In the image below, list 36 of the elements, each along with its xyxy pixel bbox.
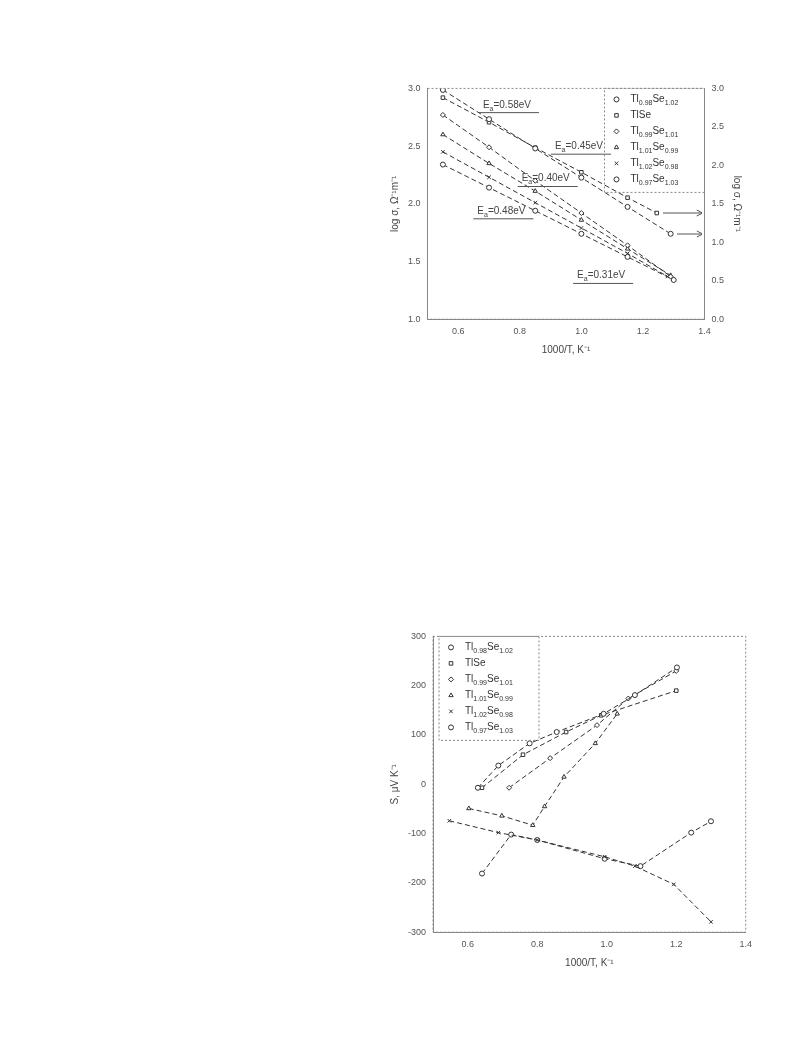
y2-tick-label: 2.0 (711, 159, 724, 170)
y-axis-title: S, μV K⁻¹ (388, 763, 400, 805)
x-tick-label: 1.4 (739, 939, 752, 950)
x-axis-title: 1000/T, K⁻¹ (565, 956, 615, 968)
y2-axis-title: log σ, Ω⁻¹m⁻¹ (732, 175, 744, 233)
y2-tick-label: 3.0 (711, 82, 724, 93)
y-tick-label: 200 (410, 680, 427, 691)
y-tick-label: 1.0 (408, 313, 421, 324)
x-tick-label: 1.2 (669, 939, 683, 950)
x-tick-label: 0.6 (452, 326, 465, 337)
y-tick-label: 100 (410, 729, 427, 740)
x-tick-label: 1.0 (600, 939, 614, 950)
y2-tick-label: 2.5 (711, 121, 724, 132)
y-tick-label: 2.5 (408, 140, 421, 151)
x-tick-label: 0.6 (461, 939, 475, 950)
y2-tick-label: 1.0 (711, 236, 724, 247)
y-tick-label: -300 (408, 926, 427, 937)
y-axis-title: log σ, Ω⁻¹m⁻¹ (388, 174, 400, 232)
x-tick-label: 1.2 (636, 326, 650, 337)
x-tick-label: 0.8 (513, 326, 527, 337)
y-tick-label: 300 (410, 630, 427, 641)
x-tick-label: 0.8 (531, 939, 544, 950)
y-tick-label: 1.5 (408, 255, 421, 266)
y-tick-label: -100 (408, 828, 427, 839)
x-tick-label: 1.4 (698, 326, 711, 337)
x-tick-label: 1.0 (575, 326, 588, 337)
y-tick-label: 0 (421, 778, 427, 789)
y2-tick-label: 1.5 (711, 198, 724, 209)
y-tick-label: 3.0 (408, 82, 421, 93)
legend-label: TlSe (465, 657, 487, 669)
y-tick-label: -200 (408, 877, 427, 888)
y2-tick-label: 0.0 (711, 313, 724, 324)
y2-tick-label: 0.5 (711, 275, 724, 286)
x-axis-title: 1000/T, K⁻¹ (541, 343, 591, 355)
y-tick-label: 2.0 (408, 198, 421, 209)
legend-label: TlSe (630, 109, 652, 121)
